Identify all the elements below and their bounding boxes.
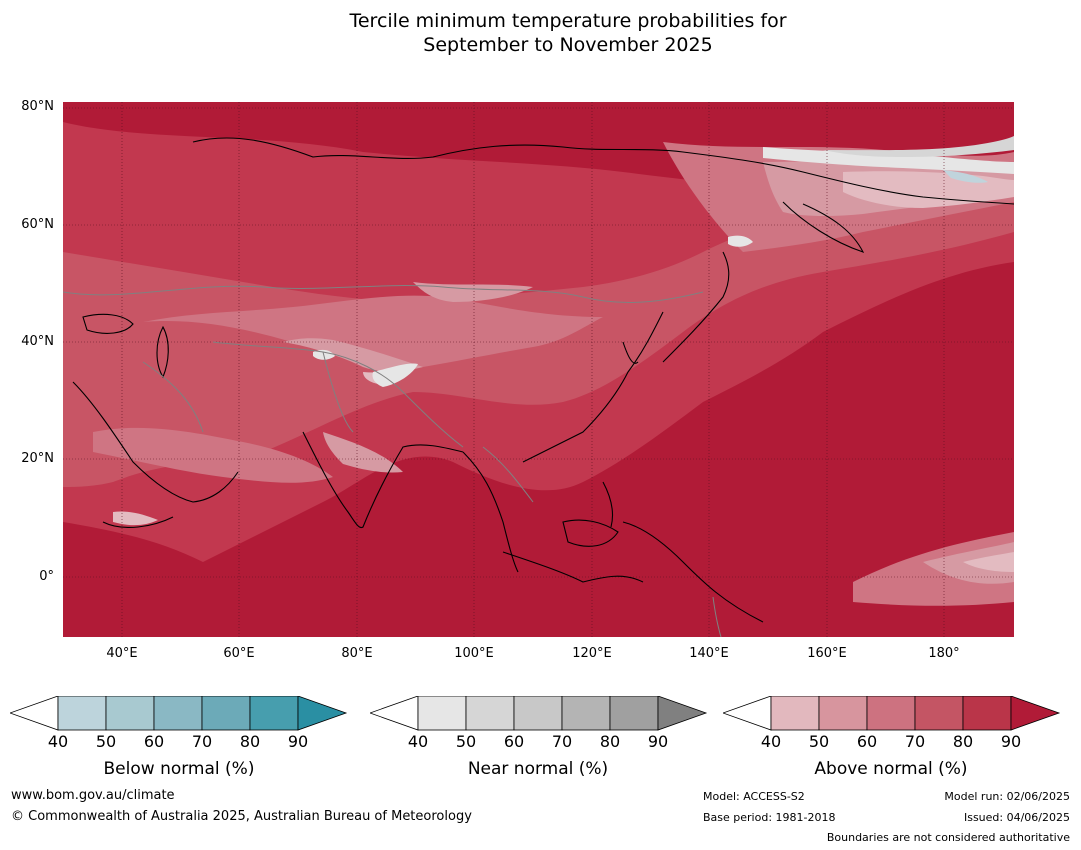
model-text: Model: ACCESS-S2 [703,790,805,803]
copyright-text: © Commonwealth of Australia 2025, Austra… [11,809,472,824]
borders [63,285,722,637]
lon-label-100e: 100°E [454,646,494,661]
lon-label-160e: 160°E [807,646,847,661]
legend-near-normal-label: Near normal (%) [467,759,609,779]
legend-above-normal-bar [723,696,1061,731]
lon-label-180: 180° [928,646,960,661]
legend-near-tick: 40 [407,732,429,751]
legend-above-tick: 50 [808,732,830,751]
map-panel [63,102,1014,637]
legend-above-tick: 40 [760,732,782,751]
legend-near-normal-bar [370,696,708,731]
lat-label-60n: 60°N [21,217,54,232]
legend-below-normal-bar [10,696,348,731]
legend-near-tick: 70 [551,732,573,751]
lon-label-40e: 40°E [106,646,138,661]
legend-below-tick: 70 [191,732,213,751]
legend-near-tick: 60 [503,732,525,751]
lon-label-120e: 120°E [572,646,612,661]
legend-below-tick: 60 [143,732,165,751]
legend-below-tick: 40 [47,732,69,751]
lon-label-60e: 60°E [223,646,255,661]
legend-below-tick: 90 [287,732,309,751]
disclaimer-text: Boundaries are not considered authoritat… [826,831,1070,844]
region-near-50 [823,136,1014,157]
lat-label-80n: 80°N [21,99,54,114]
legend-below-normal-label: Below normal (%) [103,759,255,779]
website-link[interactable]: www.bom.gov.au/climate [11,788,175,803]
legend-above-tick: 70 [904,732,926,751]
legend-above-tick: 60 [856,732,878,751]
lon-label-80e: 80°E [341,646,373,661]
legend-below-tick: 50 [95,732,117,751]
base-period-text: Base period: 1981-2018 [703,811,836,824]
lat-label-20n: 20°N [21,451,54,466]
title-line-2: September to November 2025 [423,34,713,56]
region-below-40 [943,170,988,183]
issued-text: Issued: 04/06/2025 [963,811,1070,824]
chart-title: Tercile minimum temperature probabilitie… [0,9,1081,57]
lat-label-40n: 40°N [21,334,54,349]
legend-above-normal-label: Above normal (%) [814,759,968,779]
legend-near-tick: 50 [455,732,477,751]
model-run-text: Model run: 02/06/2025 [944,790,1070,803]
legend-above-tick: 90 [1000,732,1022,751]
gridlines [63,102,1014,637]
legend-near-tick: 80 [599,732,621,751]
map-svg [63,102,1014,637]
lon-label-140e: 140°E [689,646,729,661]
title-line-1: Tercile minimum temperature probabilitie… [349,10,787,32]
lat-label-0: 0° [39,569,54,584]
legend-above-tick: 80 [952,732,974,751]
legend-below-tick: 80 [239,732,261,751]
legend-near-tick: 90 [647,732,669,751]
